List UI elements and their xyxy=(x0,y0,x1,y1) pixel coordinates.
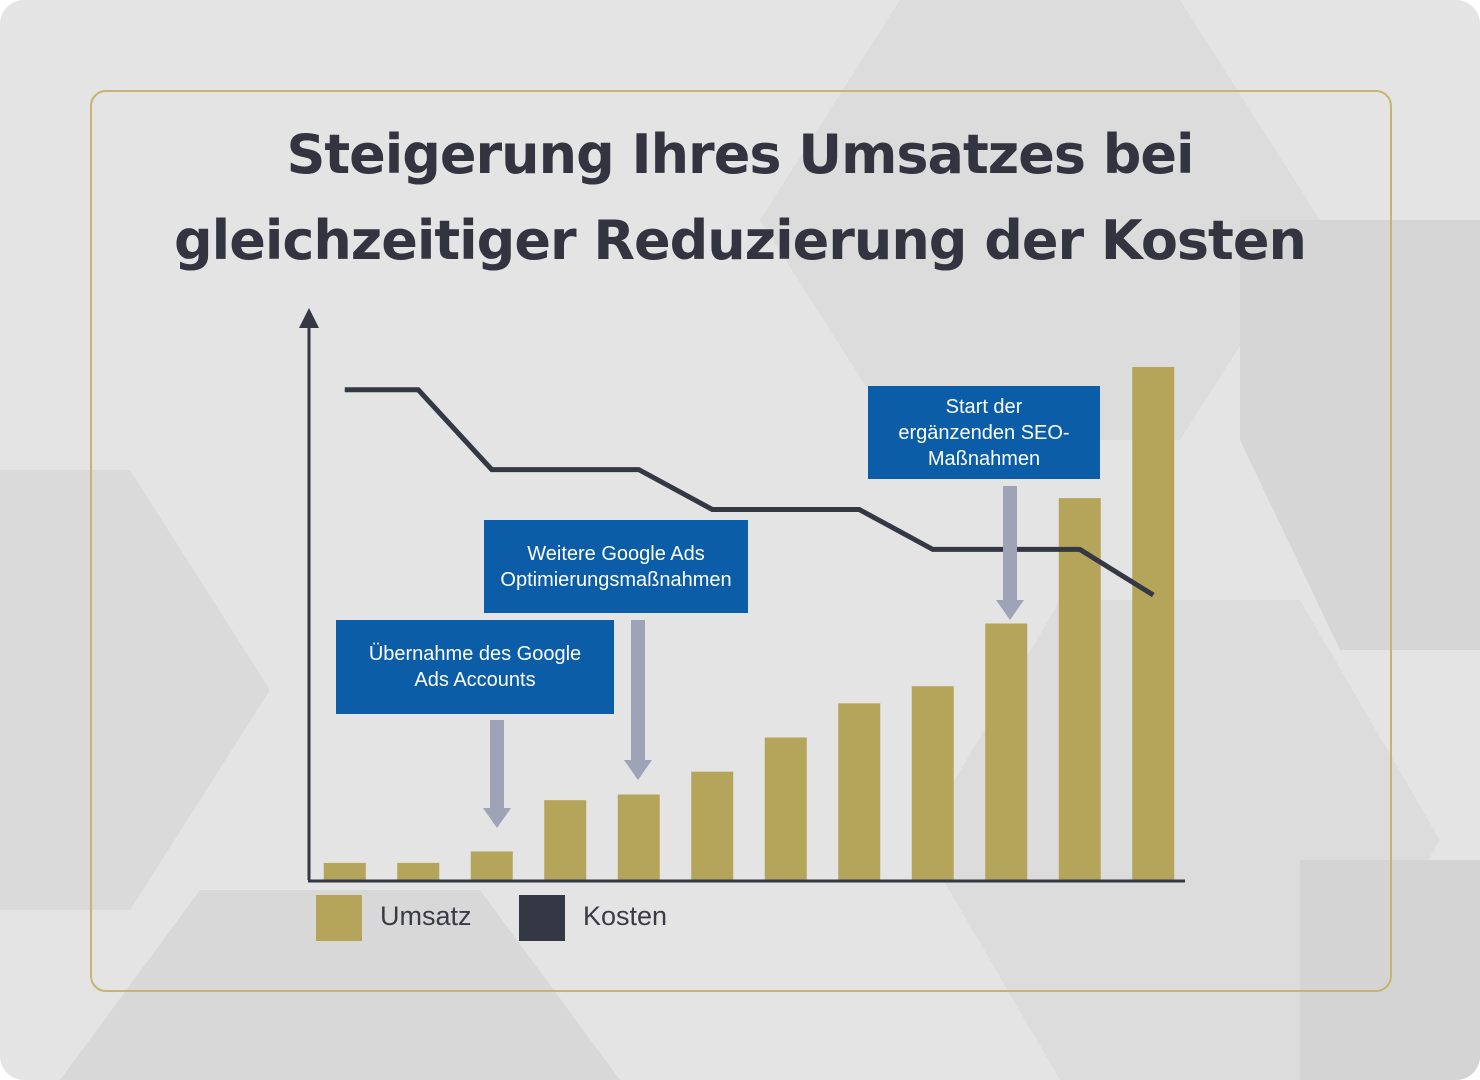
annotation-text: Übernahme des Google xyxy=(368,643,582,665)
annotation-arrowhead xyxy=(483,808,511,828)
annotation-text: Weitere Google Ads xyxy=(527,542,705,565)
annotation-text: Optimierungsmaßnahmen xyxy=(500,568,732,591)
annotation-text: ergänzenden SEO- xyxy=(898,421,1070,444)
annotation-box: Übernahme des Google Ads Accounts xyxy=(336,620,614,714)
bar xyxy=(1132,367,1175,880)
card xyxy=(90,90,1392,992)
annotation-arrow xyxy=(490,720,504,808)
annotation-text: Ads Accounts xyxy=(414,669,536,691)
annotation-arrowhead xyxy=(624,760,652,780)
annotation-arrowhead xyxy=(996,600,1024,620)
legend-swatch xyxy=(316,895,362,941)
annotation-arrow xyxy=(1003,486,1017,600)
legend-label: Kosten xyxy=(583,901,667,931)
bar xyxy=(617,794,660,880)
bar xyxy=(911,686,954,880)
line xyxy=(344,387,1155,598)
bar xyxy=(1058,498,1101,880)
bar xyxy=(544,800,587,880)
bar xyxy=(764,737,807,880)
annotation-text: Maßnahmen xyxy=(927,447,1041,470)
bar xyxy=(470,851,513,880)
bar xyxy=(838,703,881,880)
annotation-box: Weitere Google Ads Optimierungsmaßnahmen xyxy=(484,520,748,613)
bar xyxy=(985,623,1028,880)
annotation-box: Start der ergänzenden SEO- Maßnahmen xyxy=(868,386,1100,479)
annotation-arrow xyxy=(631,620,645,760)
bar xyxy=(323,862,366,880)
legend-swatch xyxy=(519,895,565,941)
bar xyxy=(397,862,440,880)
annotation-text: Start der xyxy=(945,395,1023,418)
y-axis-arrow xyxy=(299,308,319,328)
chart-title: Steigerung Ihres Umsatzes bei gleichzeit… xyxy=(174,123,1307,272)
bar xyxy=(691,771,734,880)
legend-label: Umsatz xyxy=(380,901,472,931)
